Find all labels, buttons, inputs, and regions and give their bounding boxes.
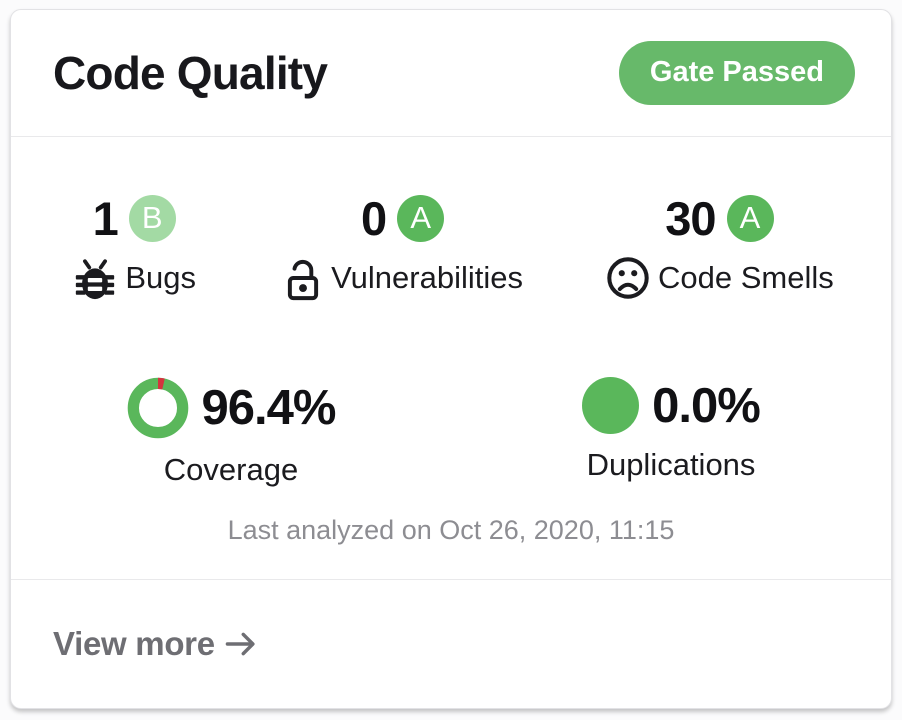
metric-code-smells-top: 30 A — [665, 191, 774, 246]
coverage-label: Coverage — [163, 452, 299, 487]
metric-code-smells[interactable]: 30 A Code Smells — [548, 191, 891, 301]
metric-coverage[interactable]: 96.4% Coverage — [11, 377, 451, 488]
metric-code-smells-label-row: Code Smells — [605, 255, 834, 301]
view-more-link[interactable]: View more — [53, 625, 258, 663]
arrow-right-icon — [225, 632, 255, 656]
duplications-label: Duplications — [586, 447, 756, 482]
duplications-top: 0.0% — [582, 377, 761, 434]
bug-icon — [76, 259, 115, 300]
metric-vulnerabilities-label-row: Vulnerabilities — [282, 255, 523, 301]
coverage-donut-icon — [127, 377, 188, 439]
metric-vulnerabilities-top: 0 A — [361, 191, 445, 246]
metric-bugs[interactable]: 1 B — [11, 191, 257, 301]
bugs-label: Bugs — [125, 260, 197, 295]
last-analyzed-text: Last analyzed on Oct 26, 2020, 11:15 — [227, 515, 675, 545]
metric-bugs-label-row: Bugs — [72, 255, 196, 301]
quality-gate-badge[interactable]: Gate Passed — [618, 41, 855, 105]
sad-face-icon — [607, 257, 649, 299]
vulnerabilities-label: Vulnerabilities — [331, 260, 523, 295]
view-more-label: View more — [53, 625, 215, 662]
code-quality-card: Code Quality Gate Passed 1 B — [10, 9, 892, 709]
coverage-top: 96.4% — [127, 377, 336, 439]
coverage-value: 96.4% — [201, 381, 337, 435]
duplications-circle-icon — [582, 377, 640, 434]
card-body: 1 B — [11, 137, 891, 579]
card-header: Code Quality Gate Passed — [11, 10, 891, 137]
code-smells-rating-badge: A — [726, 195, 774, 242]
metric-vulnerabilities[interactable]: 0 A Vulnerabilities — [257, 191, 547, 301]
card-footer: View more — [11, 579, 891, 708]
vulnerabilities-count: 0 — [361, 192, 387, 245]
lock-icon — [288, 259, 319, 301]
card-title: Code Quality — [53, 47, 328, 99]
metric-bugs-top: 1 B — [93, 191, 176, 246]
bugs-count: 1 — [92, 192, 119, 245]
duplications-value: 0.0% — [652, 378, 761, 433]
metrics-row: 1 B — [11, 191, 891, 301]
code-smells-count: 30 — [665, 192, 716, 245]
bugs-rating-badge: B — [128, 195, 176, 242]
percent-row: 96.4% Coverage 0.0% Duplications — [11, 377, 891, 488]
vulnerabilities-rating-badge: A — [397, 195, 445, 242]
metric-duplications[interactable]: 0.0% Duplications — [451, 377, 891, 488]
code-smells-label: Code Smells — [658, 260, 834, 295]
